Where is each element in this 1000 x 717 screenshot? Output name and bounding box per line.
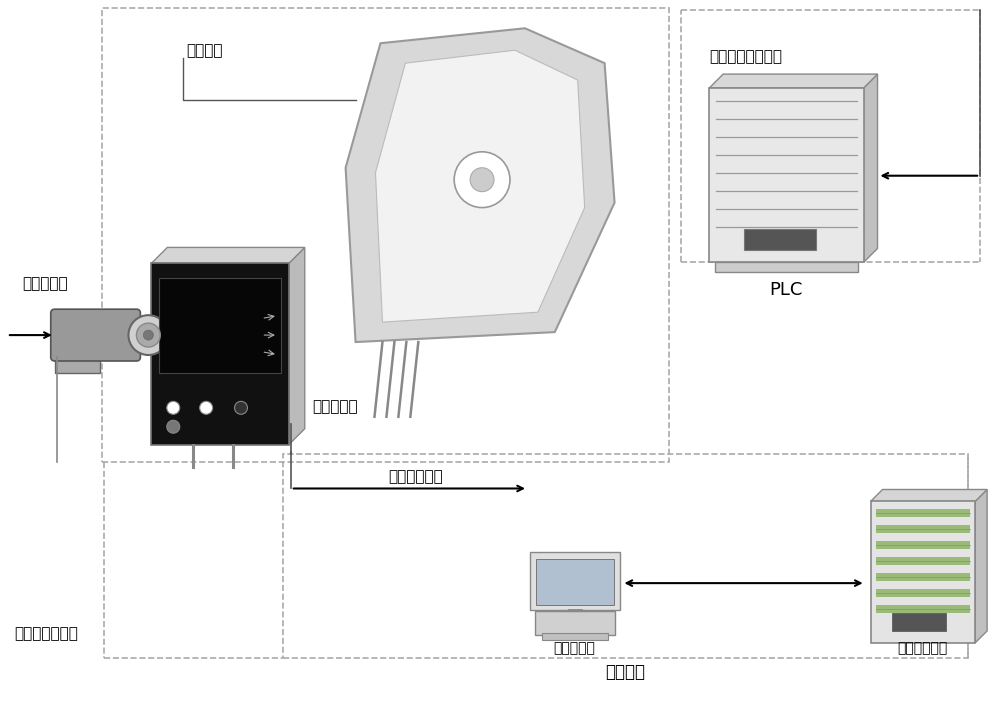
Polygon shape xyxy=(375,50,585,322)
Polygon shape xyxy=(864,74,878,262)
Bar xyxy=(871,501,975,643)
Circle shape xyxy=(136,323,160,347)
Polygon shape xyxy=(151,247,305,263)
Text: 挡渣滑板: 挡渣滑板 xyxy=(186,43,223,57)
Text: 实时温度信号: 实时温度信号 xyxy=(388,469,443,484)
Bar xyxy=(536,559,614,605)
Bar xyxy=(876,605,970,613)
Text: 热像仪控制信号: 热像仪控制信号 xyxy=(14,627,78,642)
Polygon shape xyxy=(289,247,305,445)
Bar xyxy=(876,509,970,518)
Circle shape xyxy=(235,402,247,414)
Bar xyxy=(535,611,615,635)
Circle shape xyxy=(454,152,510,208)
Circle shape xyxy=(470,168,494,191)
Text: 控制挡渣滑板信号: 控制挡渣滑板信号 xyxy=(709,49,782,64)
Polygon shape xyxy=(709,74,878,88)
Bar xyxy=(744,229,816,250)
Bar xyxy=(715,262,858,272)
Bar xyxy=(876,589,970,597)
Bar xyxy=(102,9,669,462)
Polygon shape xyxy=(871,490,987,501)
Bar xyxy=(55,355,100,373)
Bar xyxy=(709,88,864,262)
Circle shape xyxy=(200,402,213,414)
Bar xyxy=(530,552,620,610)
Circle shape xyxy=(143,330,153,340)
Bar xyxy=(876,526,970,533)
Text: 信号输入输出: 信号输入输出 xyxy=(898,641,948,655)
Text: PLC: PLC xyxy=(770,281,803,299)
Circle shape xyxy=(167,420,180,433)
Bar xyxy=(542,633,608,640)
Bar xyxy=(151,263,289,445)
Circle shape xyxy=(128,315,168,355)
Bar xyxy=(876,573,970,581)
Bar xyxy=(159,278,281,373)
Circle shape xyxy=(167,402,180,414)
Text: 炉前显示器: 炉前显示器 xyxy=(313,399,358,414)
Polygon shape xyxy=(975,490,987,643)
Polygon shape xyxy=(346,28,615,342)
Text: 红外热像仪: 红外热像仪 xyxy=(22,276,67,291)
Bar xyxy=(876,541,970,549)
Text: 工控机主机: 工控机主机 xyxy=(554,641,596,655)
Bar xyxy=(283,454,968,657)
FancyBboxPatch shape xyxy=(51,309,140,361)
Bar xyxy=(876,557,970,565)
Bar xyxy=(892,613,946,631)
Text: 检测系统: 检测系统 xyxy=(606,663,646,680)
